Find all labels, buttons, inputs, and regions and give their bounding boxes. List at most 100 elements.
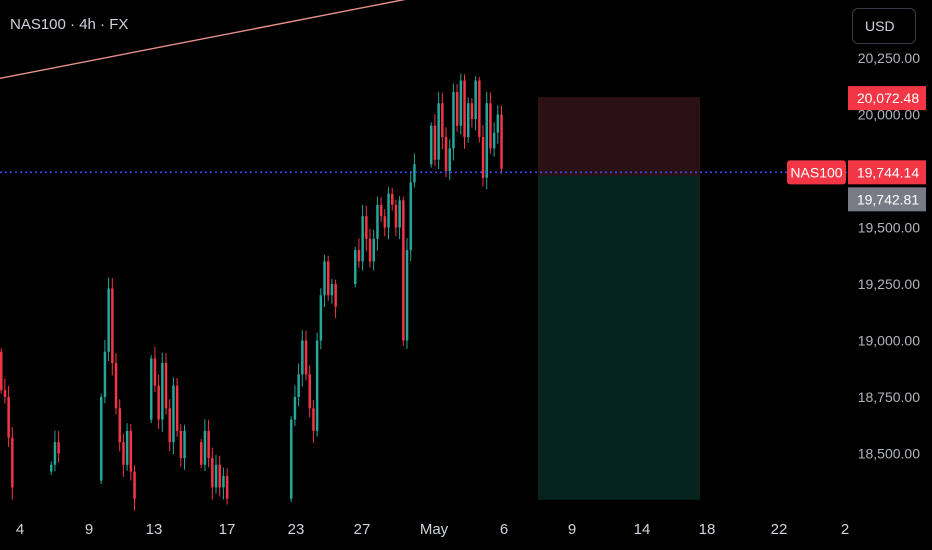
candle-body	[467, 103, 470, 138]
candle-body	[334, 284, 337, 307]
candle-body	[323, 261, 326, 296]
price-tick-label: 19,500.00	[858, 220, 920, 236]
candle-body	[207, 430, 210, 459]
candle-body	[161, 363, 164, 420]
candle-body	[100, 397, 103, 481]
price-tick-label: 18,500.00	[858, 446, 920, 462]
candles-group	[0, 73, 503, 511]
candle-body	[111, 288, 114, 364]
candle-body	[448, 148, 451, 171]
candle-body	[218, 464, 221, 488]
candle-body	[293, 397, 297, 420]
candle-body	[452, 91, 455, 149]
price-tag: 19,742.81	[848, 187, 926, 212]
price-tag-label: 19,744.14	[857, 164, 919, 180]
trendline	[0, 0, 406, 80]
candle-body	[459, 80, 463, 126]
time-tick-label: 27	[354, 521, 371, 538]
candle-body	[391, 193, 394, 205]
price-tick-label: 19,250.00	[858, 276, 920, 292]
price-tick-label: 19,000.00	[858, 333, 920, 349]
price-tag: 19,744.14 NAS100	[787, 160, 926, 185]
candle-body	[222, 476, 225, 488]
candle-body	[107, 288, 110, 352]
symbol-title[interactable]: NAS100 · 4h · FX	[10, 16, 129, 33]
price-tag-box	[848, 86, 926, 111]
candle-body	[478, 80, 481, 138]
candle-body	[211, 458, 214, 488]
candle-body	[319, 295, 323, 341]
candle-body	[470, 103, 474, 120]
candle-body	[312, 408, 315, 431]
candle-body	[372, 238, 375, 262]
candle-body	[114, 363, 118, 409]
candle-body	[315, 340, 319, 431]
candle-body	[368, 238, 372, 262]
time-tick-label: 17	[219, 521, 236, 538]
time-axis: 4 9 13 17 23 27 May 6 9 14 18 22 2	[16, 521, 849, 538]
candle-body	[330, 284, 334, 296]
candle-body	[365, 216, 368, 239]
candle-body	[444, 137, 448, 171]
candle-body	[290, 419, 293, 499]
price-tag-box	[848, 160, 926, 185]
price-tag-label: 19,742.81	[857, 191, 919, 207]
candle-body	[3, 390, 7, 397]
candle-body	[122, 442, 125, 465]
candle-body	[172, 385, 175, 443]
price-tick-label: 20,250.00	[858, 50, 920, 66]
candle-body	[379, 204, 383, 217]
candle-body	[153, 358, 157, 386]
candle-body	[455, 91, 459, 126]
price-tick-label: 18,750.00	[858, 389, 920, 405]
candle-body	[430, 125, 433, 165]
candle-body	[301, 340, 304, 375]
candle-body	[297, 374, 300, 397]
time-tick-label: 23	[288, 521, 305, 538]
candle-body	[0, 351, 3, 391]
candle-body	[474, 80, 477, 120]
candle-body	[200, 442, 203, 465]
candle-body	[489, 103, 492, 149]
candle-body	[214, 464, 218, 488]
candle-body	[496, 114, 500, 133]
candle-body	[133, 471, 136, 499]
time-tick-label: 14	[634, 521, 651, 538]
symbol-badge-label: NAS100	[790, 164, 842, 180]
candle-body	[376, 204, 379, 239]
time-tick-label: 6	[500, 521, 508, 538]
candle-body	[308, 374, 311, 409]
stop-loss-zone	[538, 97, 700, 176]
candle-body	[175, 385, 179, 431]
candle-body	[387, 193, 390, 228]
candle-body	[183, 430, 186, 459]
candle-body	[53, 442, 57, 465]
candle-body	[57, 442, 60, 454]
price-tag-box	[848, 187, 926, 212]
candle-body	[125, 430, 129, 465]
price-tag: 20,072.48	[848, 86, 926, 111]
candle-body	[492, 132, 496, 149]
time-tick-label: May	[420, 521, 449, 538]
candle-body	[50, 464, 53, 472]
candle-body	[179, 430, 183, 459]
take-profit-zone	[538, 175, 700, 500]
candle-body	[304, 340, 308, 375]
candle-body	[327, 261, 330, 296]
candle-body	[129, 430, 133, 472]
candle-body	[203, 430, 207, 465]
time-tick-label: 13	[146, 521, 163, 538]
candle-body	[118, 408, 121, 443]
candle-body	[354, 250, 357, 284]
time-tick-label: 4	[16, 521, 24, 538]
candle-body	[103, 351, 107, 397]
candle-body	[164, 363, 168, 409]
time-tick-label: 9	[568, 521, 576, 538]
candle-body	[463, 80, 466, 138]
currency-button[interactable]: USD	[852, 8, 916, 44]
time-tick-label: 2	[841, 521, 849, 538]
candle-body	[409, 182, 412, 251]
candle-body	[157, 385, 160, 420]
candle-body	[394, 204, 398, 228]
